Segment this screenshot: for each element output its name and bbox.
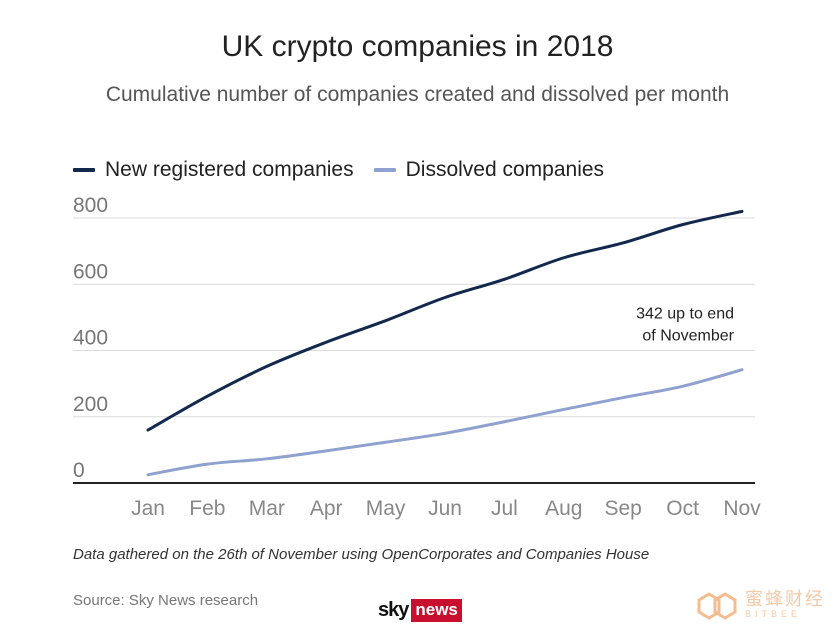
legend-item-dissolved: Dissolved companies <box>373 158 605 182</box>
sky-news-logo: sky news <box>378 599 462 622</box>
x-tick-label-may: May <box>366 497 406 520</box>
data-note: Data gathered on the 26th of November us… <box>73 546 650 563</box>
source-text: Source: Sky News research <box>73 592 259 609</box>
annotation-line-1: 342 up to end <box>636 306 734 323</box>
legend-item-new-registered: New registered companies <box>73 158 354 182</box>
legend-swatch-new-registered <box>73 168 95 172</box>
bitbee-watermark: 蜜蜂财经 BITBEE <box>695 589 825 620</box>
x-tick-label-mar: Mar <box>249 497 285 520</box>
legend-swatch-dissolved <box>373 168 396 172</box>
y-tick-label-600: 600 <box>73 260 108 283</box>
x-tick-label-jul: Jul <box>491 497 518 520</box>
x-tick-label-sep: Sep <box>605 497 642 520</box>
watermark-en: BITBEE <box>745 608 802 619</box>
legend: New registered companies Dissolved compa… <box>73 158 624 182</box>
chart-subtitle: Cumulative number of companies created a… <box>105 83 730 106</box>
legend-label-dissolved: Dissolved companies <box>405 158 605 181</box>
y-tick-label-200: 200 <box>73 393 108 416</box>
logo-sky-text: sky <box>378 599 409 621</box>
y-tick-label-800: 800 <box>73 194 108 217</box>
x-tick-label-apr: Apr <box>310 497 343 520</box>
chart-title: UK crypto companies in 2018 <box>221 30 614 63</box>
y-tick-label-400: 400 <box>73 327 108 350</box>
y-tick-label-0: 0 <box>73 459 85 482</box>
logo-news-text: news <box>411 599 462 622</box>
bee-logo-icon <box>697 592 737 620</box>
series-line-new-registered-companies <box>146 209 744 432</box>
x-tick-label-nov: Nov <box>723 497 761 520</box>
legend-label-new-registered: New registered companies <box>105 158 354 181</box>
watermark-cn: 蜜蜂财经 <box>745 589 825 610</box>
x-tick-label-feb: Feb <box>189 497 225 520</box>
x-tick-label-aug: Aug <box>545 497 582 520</box>
x-tick-label-jun: Jun <box>428 497 462 520</box>
x-tick-label-jan: Jan <box>131 497 165 520</box>
x-tick-label-oct: Oct <box>666 497 699 520</box>
series-line-dissolved-companies <box>146 368 744 477</box>
annotation-line-2: of November <box>642 328 734 345</box>
